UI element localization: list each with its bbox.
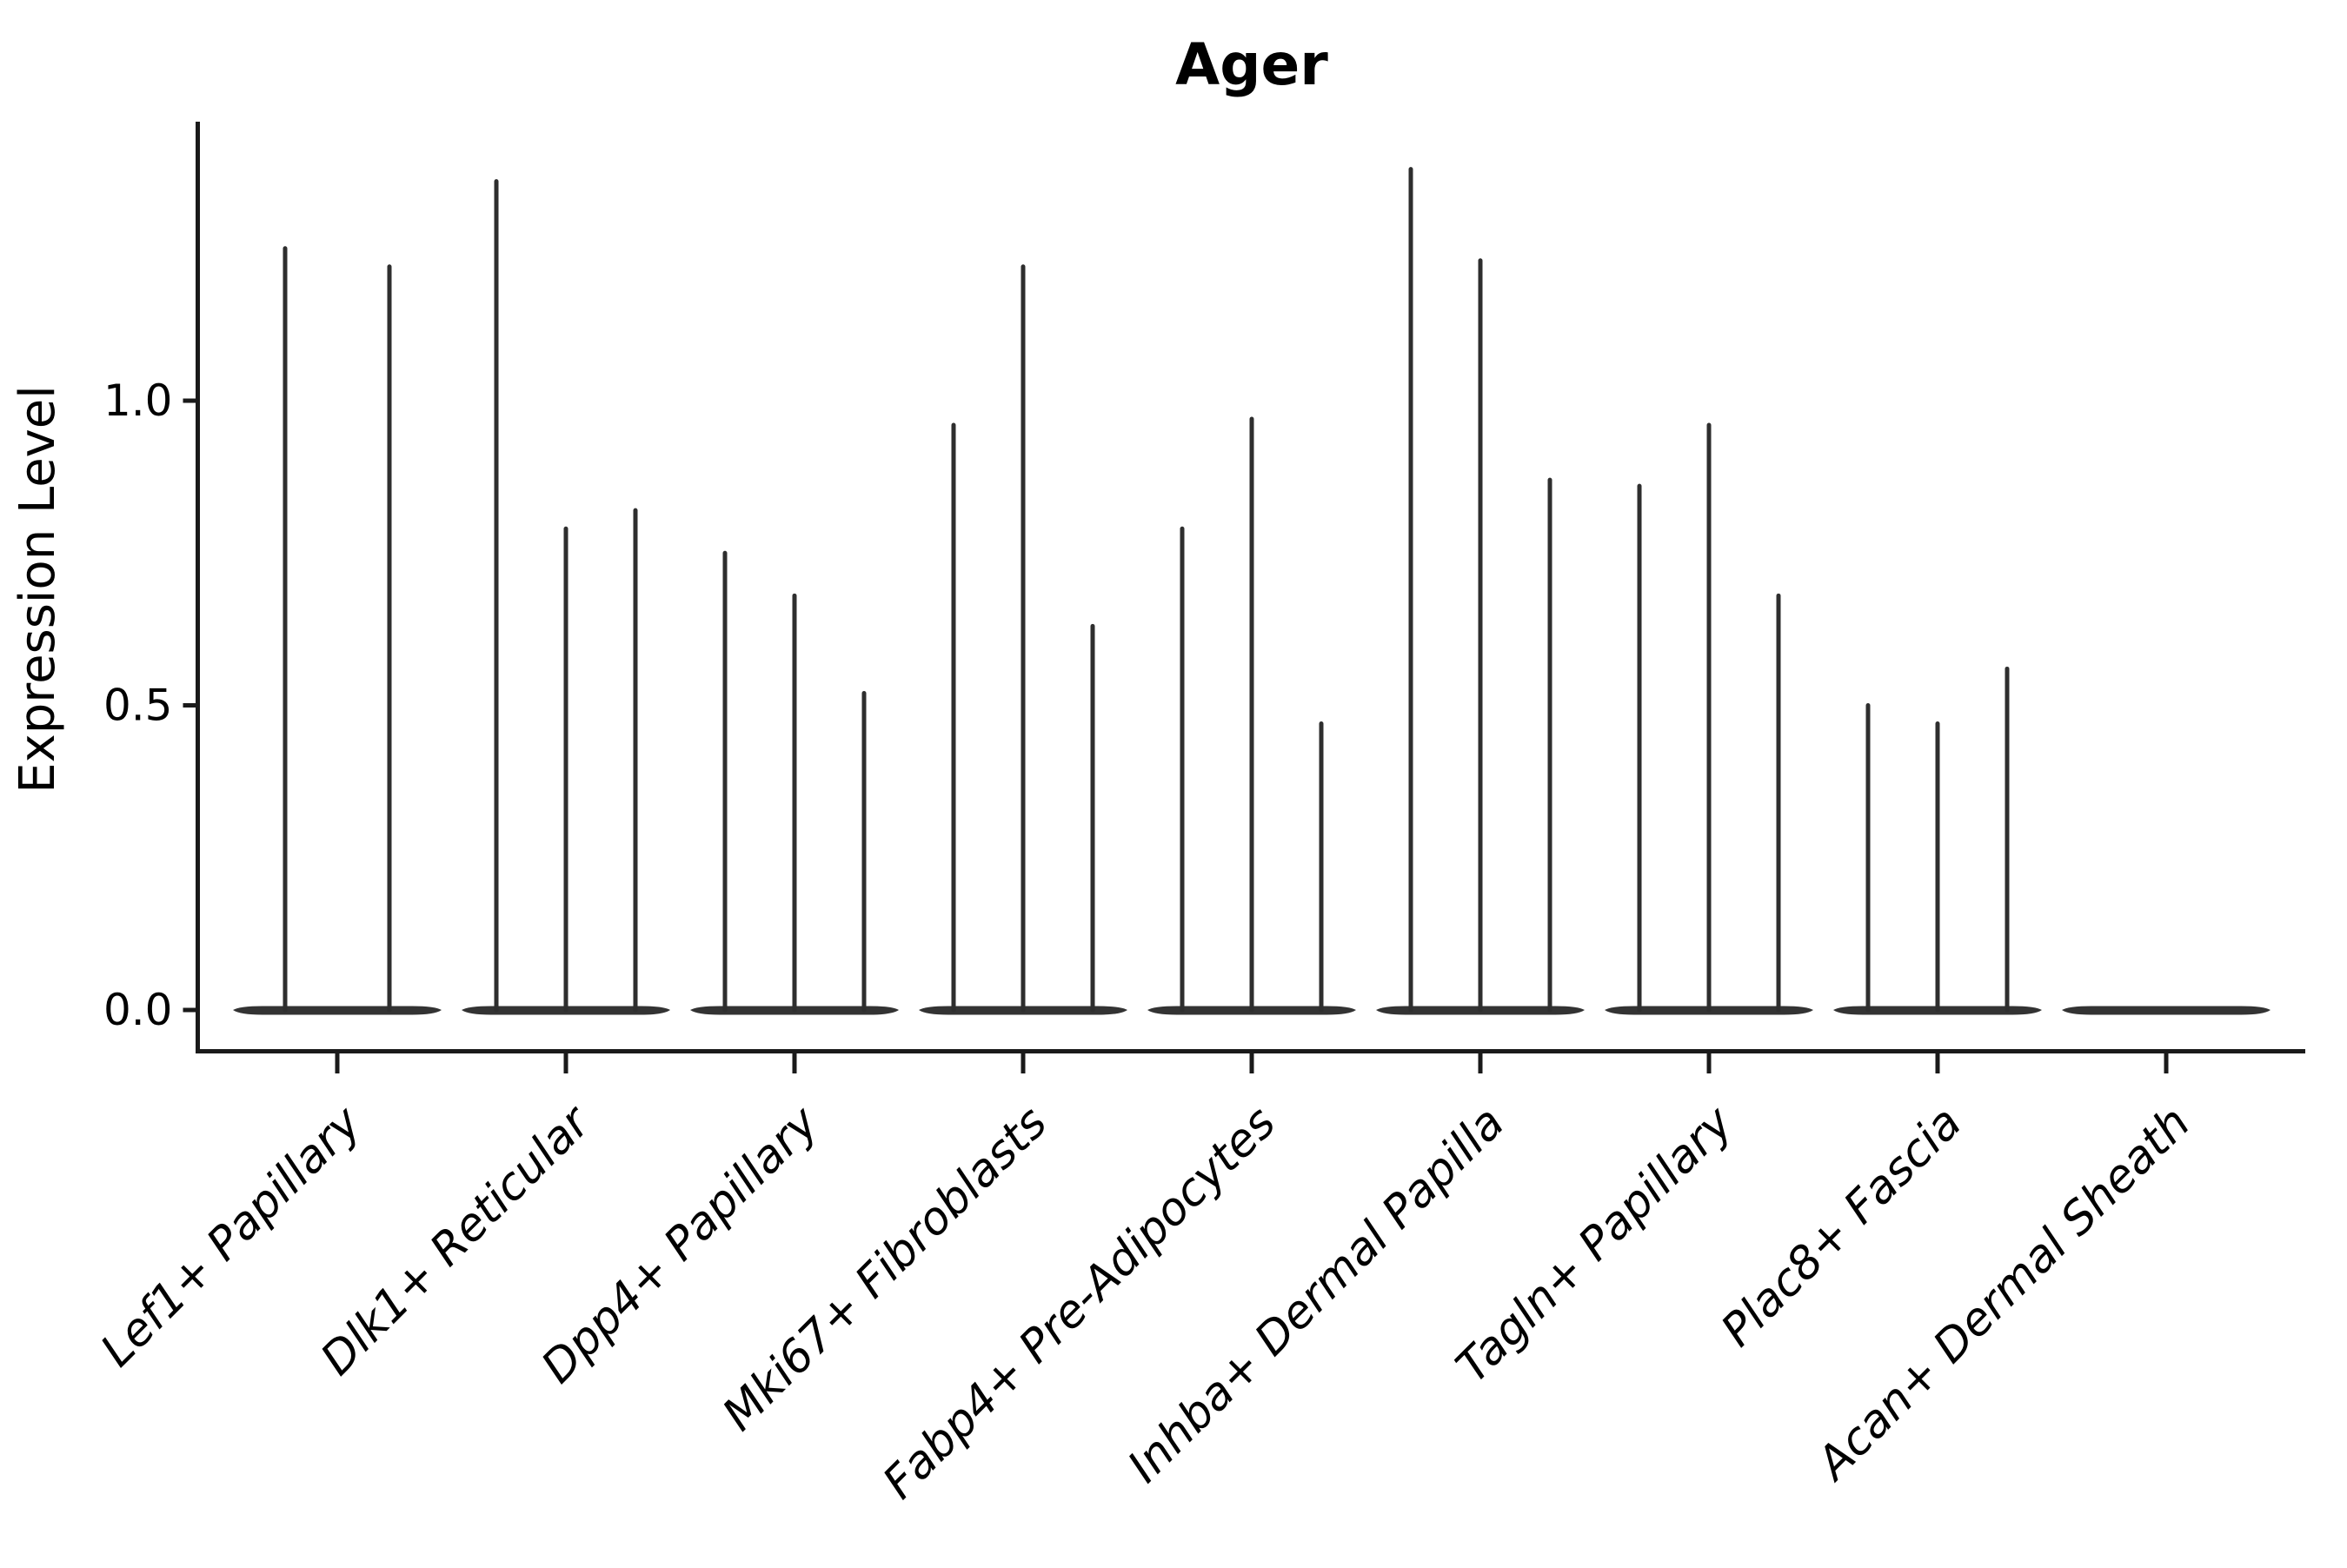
x-tick-label: Inhba+ Dermal Papilla	[1118, 1097, 1514, 1493]
violin-layer	[233, 167, 2271, 1015]
y-tick-label: 0.5	[103, 681, 173, 731]
axes-layer	[183, 122, 2305, 1073]
x-tick-label: Fabp4+ Pre-Adipocytes	[874, 1097, 1287, 1510]
y-tick-label: 0.0	[103, 985, 173, 1035]
y-tick-label: 1.0	[103, 375, 173, 426]
violin-body-row	[233, 1006, 442, 1015]
x-tick-label: Acan+ Dermal Sheath	[1805, 1097, 2200, 1492]
x-tick-label: Plac8+ Fascia	[1712, 1097, 1971, 1357]
y-axis-label: Expression Level	[10, 385, 66, 794]
chart-title: Ager	[1175, 31, 1328, 98]
violin-body-row	[2062, 1006, 2271, 1015]
